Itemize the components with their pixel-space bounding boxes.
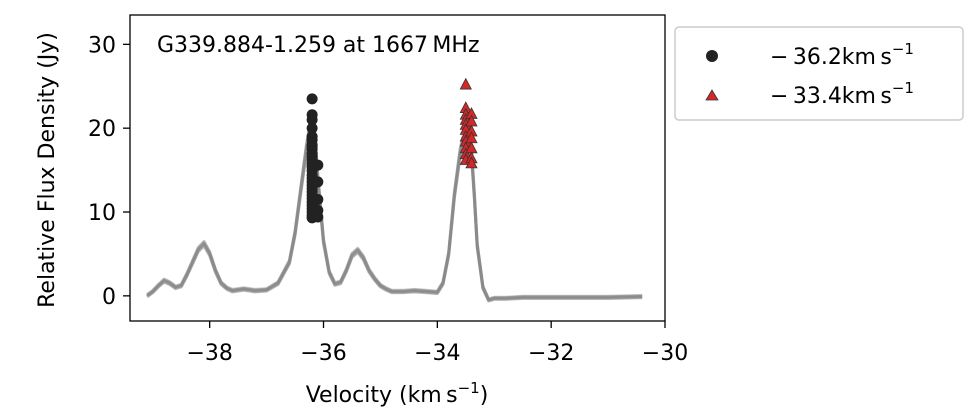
spectrum-line bbox=[146, 120, 643, 302]
x-tick-label: −34 bbox=[414, 341, 460, 366]
x-tick-label: −36 bbox=[300, 341, 346, 366]
x-axis-label: Velocity (km s−1) bbox=[306, 379, 489, 408]
peak-point-circle bbox=[306, 93, 318, 105]
x-tick-label: −30 bbox=[642, 341, 688, 366]
axes-frame bbox=[129, 14, 666, 322]
legend-marker-circle bbox=[706, 50, 718, 62]
peak-point-circle bbox=[312, 193, 324, 205]
spectrum-line bbox=[146, 127, 643, 303]
y-tick-label: 20 bbox=[88, 117, 116, 142]
y-axis: 0 10 20 30 bbox=[88, 33, 130, 310]
peak-point-circle bbox=[312, 211, 324, 223]
legend-label-1: − 36.2km s−1 bbox=[770, 40, 914, 70]
y-tick-label: 10 bbox=[88, 201, 116, 226]
x-tick-label: −38 bbox=[186, 341, 232, 366]
legend: − 36.2km s−1 − 33.4km s−1 bbox=[674, 26, 964, 121]
peak-point-circle bbox=[312, 176, 324, 188]
peak-point-circle bbox=[306, 114, 318, 126]
peak-point-triangle bbox=[459, 77, 472, 90]
peak-point-triangle bbox=[465, 156, 478, 169]
legend-frame bbox=[674, 26, 964, 121]
plot-area: G339.884-1.259 at 1667 MHz bbox=[129, 14, 666, 322]
peak-markers bbox=[306, 77, 478, 224]
legend-label-2: − 33.4km s−1 bbox=[770, 79, 914, 109]
x-tick-label: −32 bbox=[528, 341, 574, 366]
spectrum-line bbox=[146, 117, 643, 301]
peak-point-circle bbox=[306, 122, 318, 134]
spectrum-line bbox=[146, 125, 643, 303]
peak-point-circle bbox=[312, 159, 324, 171]
spectrum-line bbox=[146, 119, 643, 301]
spectrum-lines bbox=[146, 117, 643, 303]
peak-point-circle bbox=[306, 141, 318, 153]
spectrum-line bbox=[146, 122, 643, 302]
chart-title: G339.884-1.259 at 1667 MHz bbox=[157, 33, 480, 58]
y-axis-label: Relative Flux Density (Jy) bbox=[35, 32, 60, 308]
x-axis: −38 −36 −34 −32 −30 bbox=[186, 321, 688, 366]
legend-marker-triangle bbox=[705, 89, 719, 101]
y-tick-label: 30 bbox=[88, 33, 116, 58]
y-tick-label: 0 bbox=[102, 285, 116, 310]
